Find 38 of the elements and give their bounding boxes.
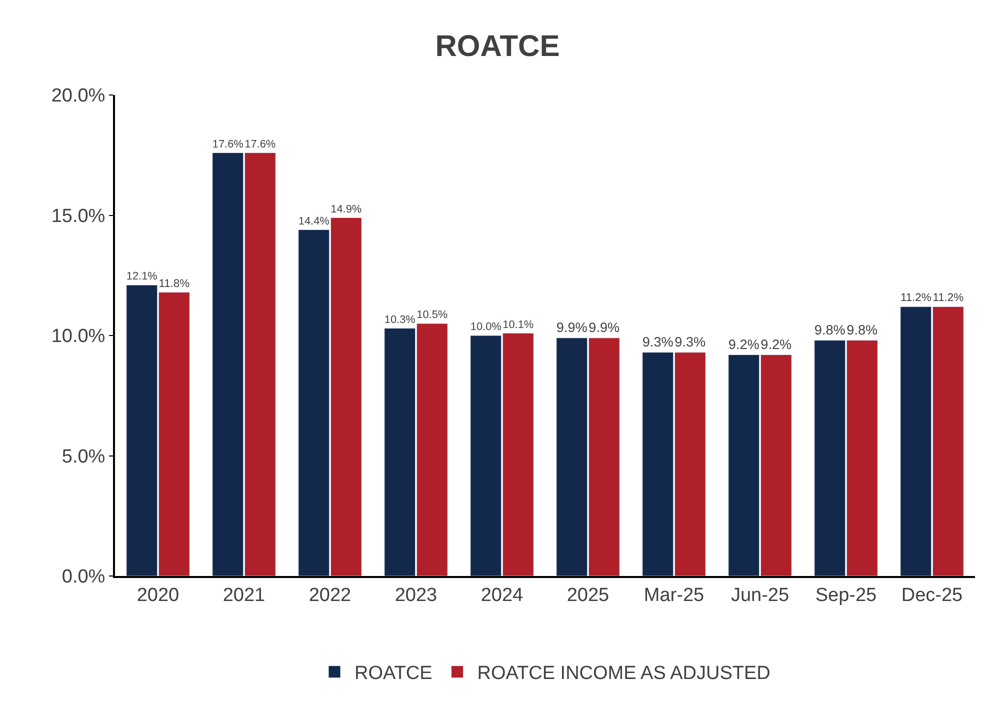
legend-label: ROATCE bbox=[354, 663, 432, 684]
data-label: 11.2% bbox=[900, 292, 932, 304]
data-label: 9.3% bbox=[674, 334, 706, 350]
x-tick-label: 2022 bbox=[308, 584, 352, 606]
data-label: 9.9% bbox=[556, 320, 588, 335]
data-label: 11.8% bbox=[158, 278, 190, 290]
data-label: 14.4% bbox=[298, 215, 330, 228]
data-label: 12.1% bbox=[126, 270, 158, 283]
x-tick-label: 2023 bbox=[394, 584, 438, 606]
data-label: 11.2% bbox=[932, 292, 964, 304]
data-label: 9.8% bbox=[846, 322, 878, 338]
x-tick-label: Mar-25 bbox=[644, 584, 704, 606]
data-label: 9.2% bbox=[760, 336, 792, 352]
y-tick-label: 20.0% bbox=[51, 86, 106, 107]
y-tick-label: 5.0% bbox=[62, 446, 106, 468]
data-label: 14.9% bbox=[330, 203, 362, 216]
data-label: 17.6% bbox=[244, 138, 276, 150]
legend-label: ROATCE INCOME AS ADJUSTED bbox=[477, 663, 770, 684]
data-label: 17.6% bbox=[212, 138, 244, 150]
data-label: 9.3% bbox=[642, 334, 674, 350]
y-tick-label: 0.0% bbox=[62, 566, 106, 588]
data-label: 10.1% bbox=[502, 318, 534, 331]
y-tick-label: 15.0% bbox=[51, 206, 106, 227]
x-tick-label: 2021 bbox=[222, 584, 266, 606]
chart-title: ROATCE bbox=[435, 30, 560, 64]
x-tick-label: 2020 bbox=[136, 584, 180, 606]
data-label: 10.5% bbox=[416, 309, 448, 322]
data-label: 10.0% bbox=[470, 321, 502, 334]
data-label: 9.9% bbox=[588, 320, 620, 335]
x-tick-label: Jun-25 bbox=[730, 584, 790, 606]
x-tick-label: 2024 bbox=[480, 584, 524, 606]
x-tick-label: Sep-25 bbox=[815, 584, 877, 606]
data-label: 9.2% bbox=[728, 336, 760, 352]
data-label: 10.3% bbox=[384, 314, 416, 326]
x-tick-label: 2025 bbox=[566, 584, 610, 606]
data-label: 9.8% bbox=[814, 322, 846, 338]
x-tick-label: Dec-25 bbox=[901, 584, 963, 606]
y-tick-label: 10.0% bbox=[51, 326, 106, 348]
